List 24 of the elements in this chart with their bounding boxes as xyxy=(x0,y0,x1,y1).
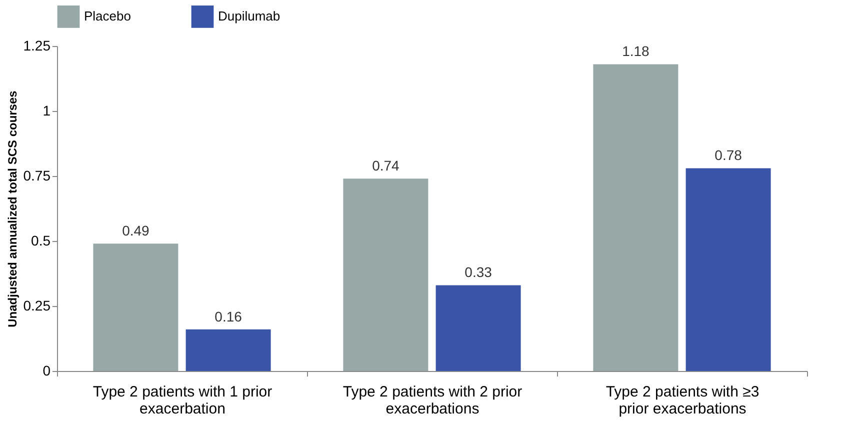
y-tick-label: 0 xyxy=(42,362,51,378)
y-tick-label: 1 xyxy=(42,102,51,118)
legend-label: Placebo xyxy=(84,8,131,24)
y-tick-label: 0.5 xyxy=(31,232,51,248)
x-tick-label: Type 2 patients with 2 prior exacerbations xyxy=(342,384,522,418)
bar xyxy=(593,64,678,371)
data-label: 1.18 xyxy=(622,43,650,60)
data-label: 0.16 xyxy=(214,308,242,324)
y-tick-label: 0.75 xyxy=(23,168,51,184)
data-label: 0.33 xyxy=(464,264,492,280)
x-tick-label: Type 2 patients with ≥3 prior exacerbations xyxy=(606,384,760,418)
bar xyxy=(343,178,428,371)
bar xyxy=(186,329,271,371)
y-tick-label: 1.25 xyxy=(23,38,51,54)
bar xyxy=(436,285,521,371)
y-axis-title: Unadjusted annualized total SCS courses xyxy=(5,90,20,328)
y-tick-label: 0.25 xyxy=(23,298,51,314)
bar xyxy=(93,244,178,371)
legend-label: Dupilumab xyxy=(218,8,280,24)
data-label: 0.78 xyxy=(714,147,742,164)
data-label: 0.74 xyxy=(372,158,400,174)
x-tick-label: Type 2 patients with 1 prior exacerbation xyxy=(92,384,272,418)
data-label: 0.49 xyxy=(122,222,150,239)
bar xyxy=(686,168,771,371)
